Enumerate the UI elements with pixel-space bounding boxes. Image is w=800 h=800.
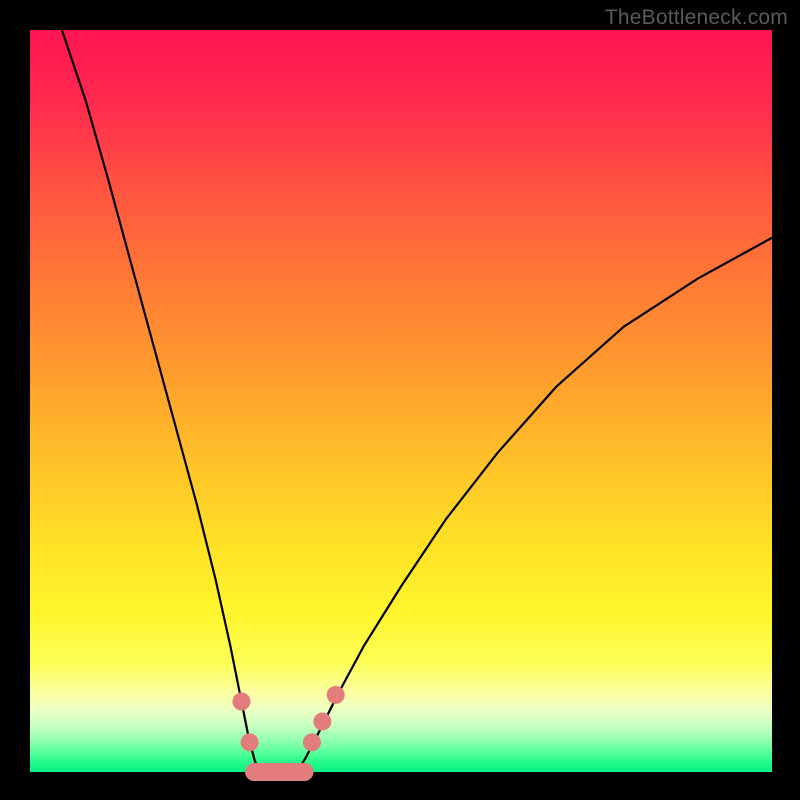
bottleneck-chart	[0, 0, 800, 800]
marker-left-1	[241, 733, 259, 751]
marker-right-2	[327, 686, 345, 704]
marker-right-0	[303, 733, 321, 751]
marker-right-1	[313, 713, 331, 731]
chart-container: TheBottleneck.com	[0, 0, 800, 800]
marker-bottom-bar	[245, 763, 313, 781]
plot-area	[30, 30, 772, 772]
watermark-text: TheBottleneck.com	[605, 6, 788, 30]
marker-left-0	[232, 693, 250, 711]
